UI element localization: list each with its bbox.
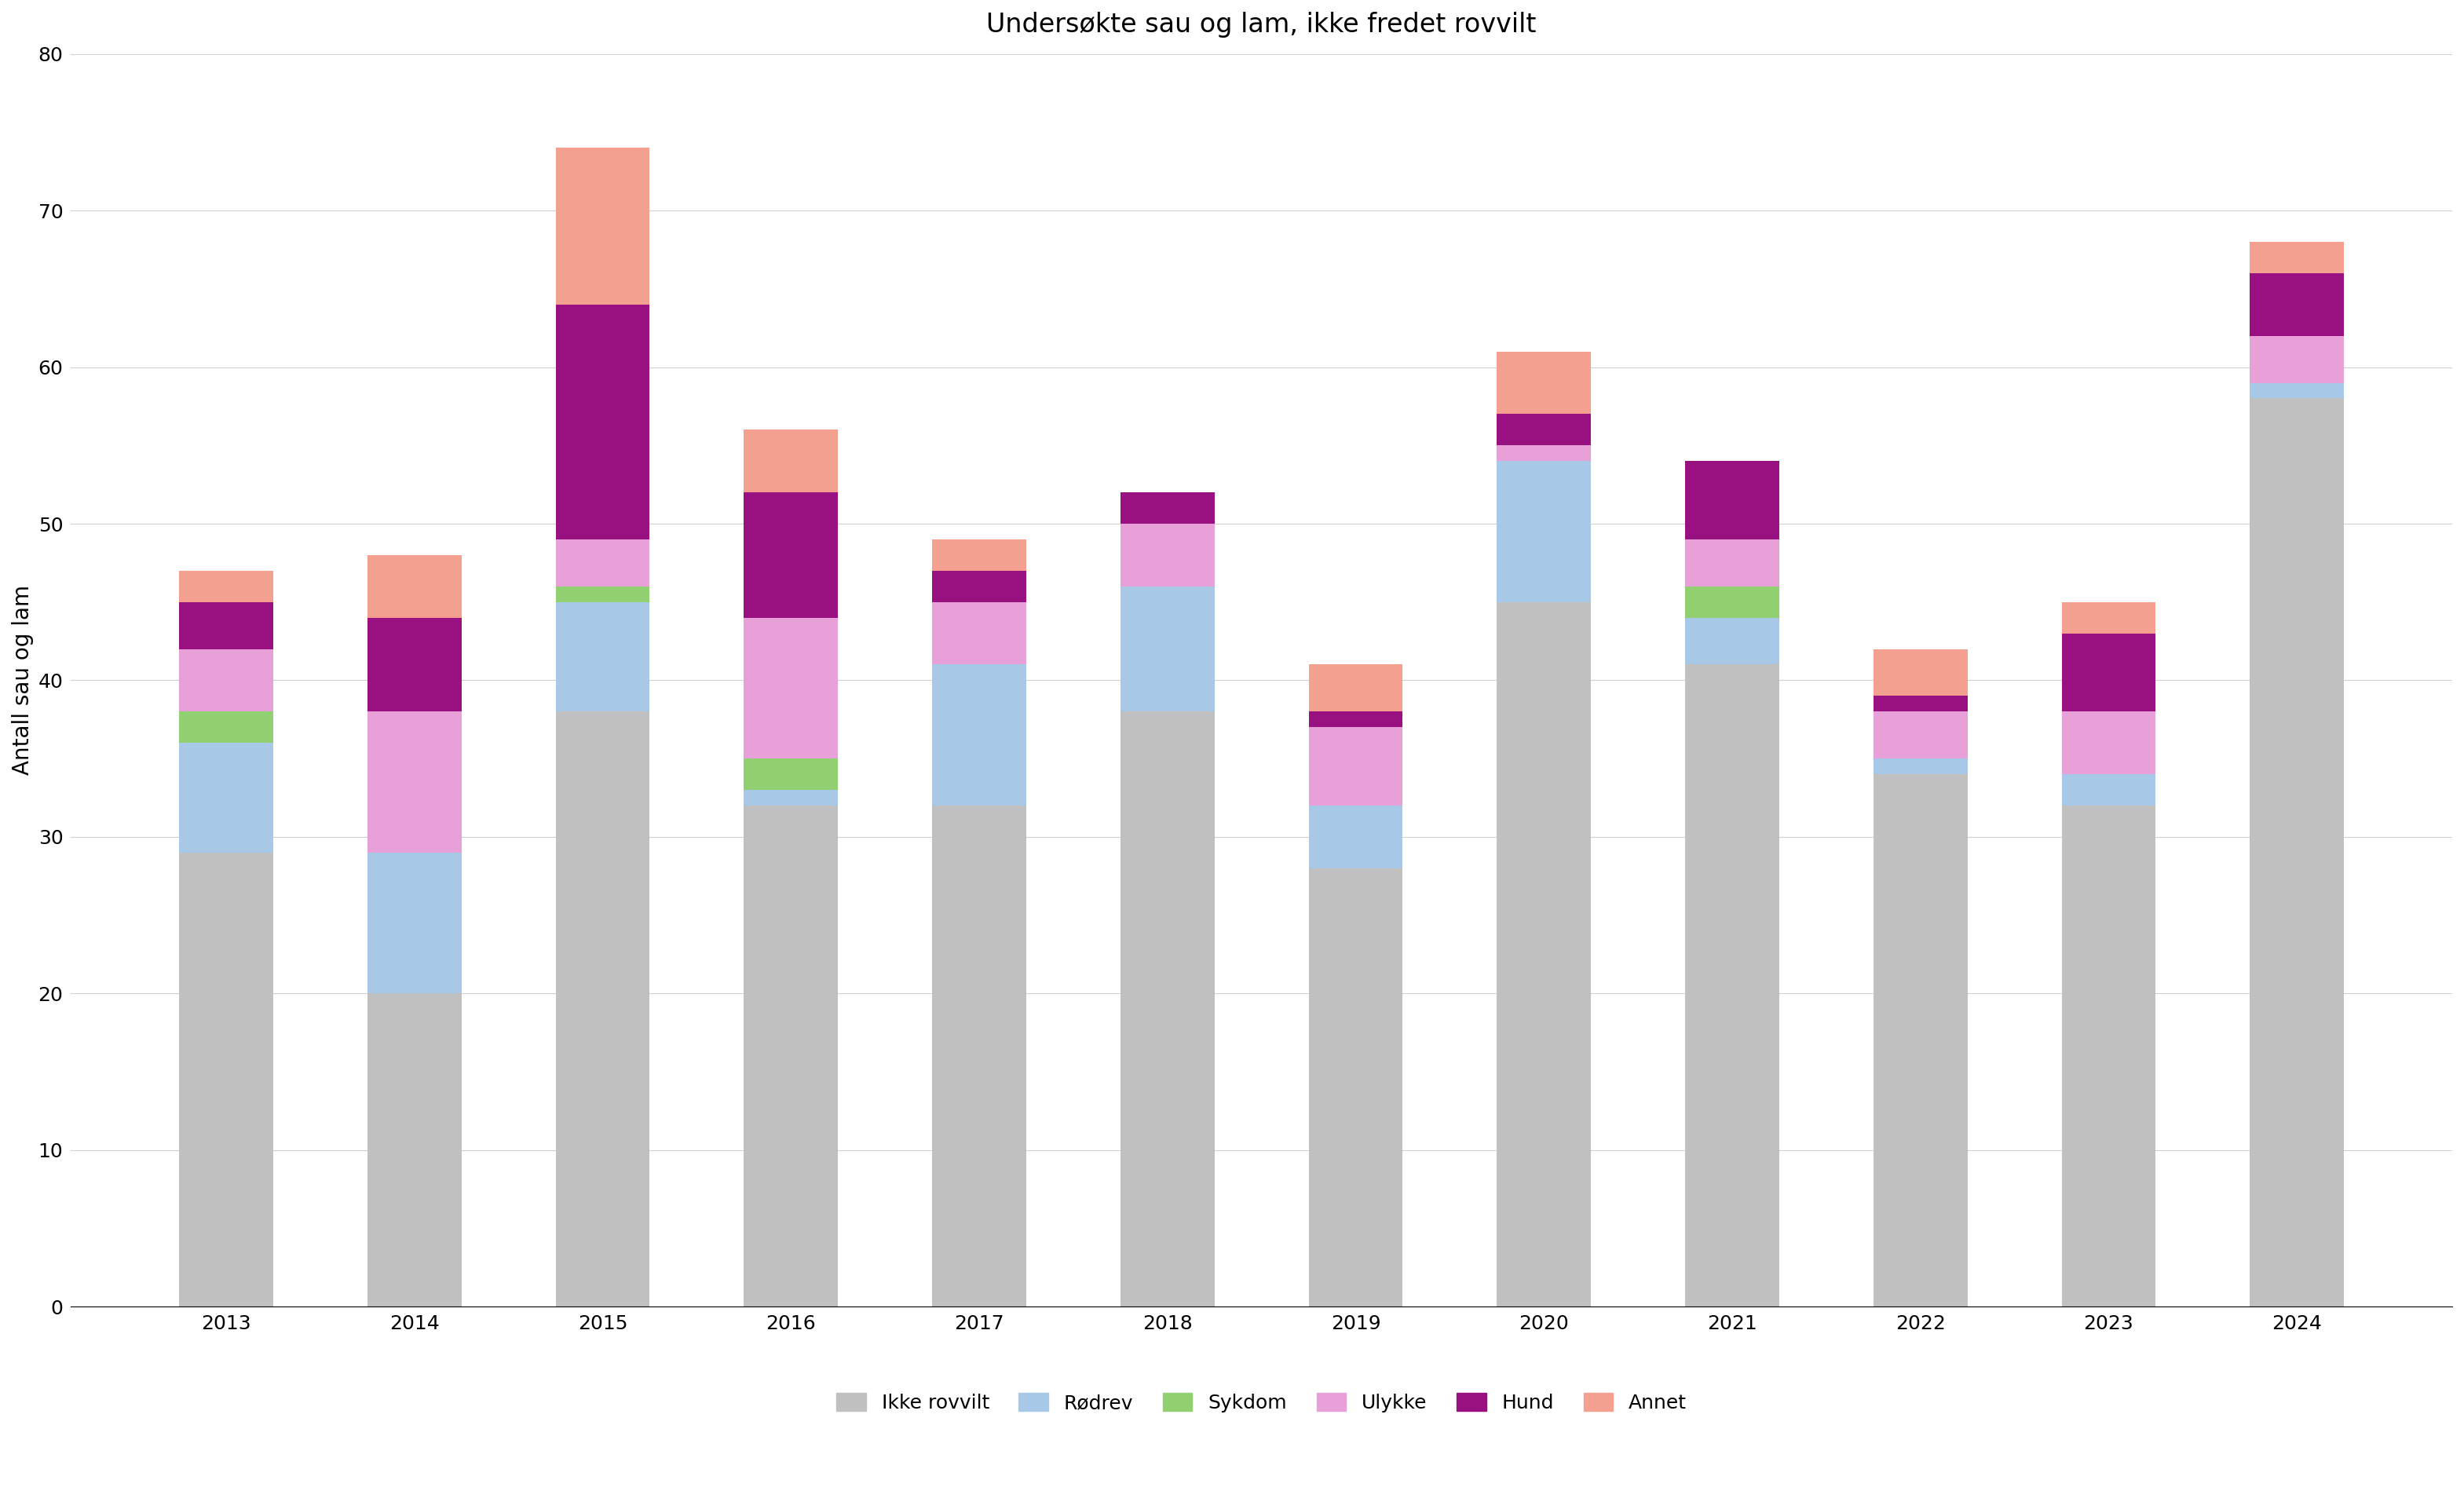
Y-axis label: Antall sau og lam: Antall sau og lam	[12, 586, 34, 775]
Bar	[2250, 242, 2343, 273]
Bar	[2062, 774, 2156, 805]
Bar	[367, 712, 461, 853]
Bar	[180, 602, 274, 649]
Bar	[367, 617, 461, 712]
Bar	[1308, 712, 1402, 727]
Bar	[1873, 695, 1966, 712]
Bar	[931, 539, 1025, 571]
Bar	[554, 539, 650, 586]
Bar	[1685, 539, 1779, 586]
Bar	[1873, 774, 1966, 1307]
Bar	[744, 430, 838, 493]
Bar	[180, 743, 274, 853]
Bar	[1496, 446, 1592, 461]
Bar	[1308, 664, 1402, 712]
Bar	[180, 649, 274, 712]
Bar	[931, 805, 1025, 1307]
Bar	[2250, 336, 2343, 383]
Bar	[180, 571, 274, 602]
Bar	[744, 805, 838, 1307]
Bar	[2250, 383, 2343, 398]
Bar	[1496, 461, 1592, 602]
Bar	[744, 759, 838, 790]
Bar	[931, 664, 1025, 805]
Bar	[744, 617, 838, 759]
Bar	[1685, 664, 1779, 1307]
Bar	[1308, 805, 1402, 868]
Bar	[1121, 493, 1215, 524]
Bar	[1873, 649, 1966, 695]
Bar	[554, 305, 650, 539]
Bar	[2250, 273, 2343, 336]
Bar	[1685, 617, 1779, 664]
Bar	[2062, 712, 2156, 774]
Bar	[1496, 351, 1592, 415]
Bar	[1496, 602, 1592, 1307]
Bar	[1873, 759, 1966, 774]
Bar	[554, 602, 650, 712]
Bar	[554, 147, 650, 305]
Bar	[1685, 461, 1779, 539]
Bar	[1308, 868, 1402, 1307]
Bar	[1496, 415, 1592, 446]
Bar	[1121, 712, 1215, 1307]
Bar	[1121, 524, 1215, 586]
Bar	[367, 993, 461, 1307]
Legend: Ikke rovvilt, Rødrev, Sykdom, Ulykke, Hund, Annet: Ikke rovvilt, Rødrev, Sykdom, Ulykke, Hu…	[828, 1385, 1695, 1421]
Bar	[2062, 634, 2156, 712]
Bar	[1308, 727, 1402, 805]
Bar	[2250, 398, 2343, 1307]
Title: Undersøkte sau og lam, ikke fredet rovvilt: Undersøkte sau og lam, ikke fredet rovvi…	[986, 12, 1538, 38]
Bar	[1121, 586, 1215, 712]
Bar	[367, 556, 461, 617]
Bar	[554, 712, 650, 1307]
Bar	[744, 493, 838, 617]
Bar	[744, 790, 838, 805]
Bar	[180, 712, 274, 743]
Bar	[2062, 602, 2156, 634]
Bar	[1685, 586, 1779, 617]
Bar	[2062, 805, 2156, 1307]
Bar	[931, 571, 1025, 602]
Bar	[1873, 712, 1966, 759]
Bar	[931, 602, 1025, 664]
Bar	[367, 853, 461, 993]
Bar	[180, 853, 274, 1307]
Bar	[554, 586, 650, 602]
